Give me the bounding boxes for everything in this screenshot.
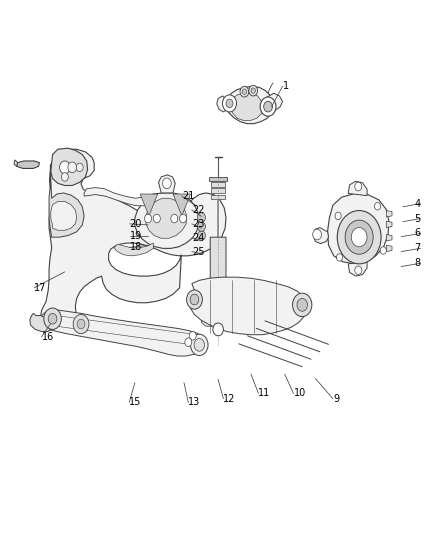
Text: 21: 21 (182, 191, 194, 201)
Circle shape (61, 173, 68, 181)
Circle shape (260, 97, 276, 116)
Circle shape (198, 222, 205, 231)
Circle shape (185, 338, 192, 346)
Circle shape (240, 86, 249, 97)
Polygon shape (39, 310, 205, 356)
Text: 24: 24 (192, 233, 204, 243)
Circle shape (198, 231, 205, 240)
Text: 1: 1 (283, 82, 289, 91)
Polygon shape (328, 193, 389, 264)
Polygon shape (49, 171, 84, 237)
Circle shape (355, 266, 362, 274)
Circle shape (76, 163, 83, 172)
Polygon shape (40, 149, 226, 330)
Circle shape (345, 220, 373, 254)
Polygon shape (173, 194, 191, 216)
Polygon shape (267, 93, 283, 110)
Circle shape (191, 334, 208, 356)
Polygon shape (386, 245, 392, 252)
Circle shape (380, 247, 386, 254)
Text: 8: 8 (414, 259, 420, 268)
Polygon shape (211, 188, 225, 193)
Polygon shape (348, 262, 367, 276)
Circle shape (171, 214, 178, 223)
Polygon shape (386, 211, 392, 217)
Circle shape (44, 308, 61, 329)
Polygon shape (211, 182, 225, 187)
Circle shape (187, 290, 202, 309)
Polygon shape (140, 194, 158, 216)
Polygon shape (209, 177, 227, 181)
Circle shape (335, 212, 341, 220)
Text: 9: 9 (333, 394, 339, 403)
Text: 11: 11 (258, 389, 271, 398)
Circle shape (162, 178, 171, 189)
Circle shape (190, 294, 199, 305)
Polygon shape (17, 161, 39, 168)
Text: 22: 22 (192, 205, 205, 215)
Text: 25: 25 (192, 247, 205, 256)
Polygon shape (230, 93, 263, 120)
Circle shape (198, 213, 205, 222)
Text: 23: 23 (192, 219, 204, 229)
Polygon shape (211, 195, 225, 199)
Polygon shape (386, 221, 392, 228)
Text: 19: 19 (130, 231, 142, 240)
Circle shape (293, 293, 312, 317)
Text: 20: 20 (130, 219, 142, 229)
Circle shape (251, 88, 255, 93)
Text: 16: 16 (42, 332, 54, 342)
Circle shape (189, 332, 196, 340)
Circle shape (223, 95, 237, 112)
Polygon shape (208, 237, 228, 316)
Text: 13: 13 (188, 398, 201, 407)
Circle shape (313, 229, 321, 240)
Circle shape (374, 203, 381, 210)
Circle shape (48, 313, 57, 324)
Circle shape (337, 211, 381, 264)
Circle shape (180, 214, 187, 223)
Circle shape (249, 85, 258, 96)
Polygon shape (386, 235, 392, 241)
Circle shape (213, 323, 223, 336)
Circle shape (77, 319, 85, 329)
Text: 17: 17 (34, 283, 46, 293)
Circle shape (153, 214, 160, 223)
Polygon shape (348, 181, 367, 196)
Polygon shape (14, 160, 18, 166)
Polygon shape (159, 175, 175, 193)
Text: 6: 6 (414, 229, 420, 238)
Polygon shape (190, 277, 307, 335)
Polygon shape (217, 96, 228, 112)
Circle shape (297, 298, 307, 311)
Circle shape (194, 338, 205, 351)
Text: 4: 4 (414, 199, 420, 208)
Circle shape (264, 101, 272, 112)
Polygon shape (226, 86, 273, 124)
Text: 15: 15 (129, 398, 141, 407)
Circle shape (336, 254, 343, 261)
Circle shape (60, 161, 70, 174)
Text: 7: 7 (414, 244, 420, 253)
Circle shape (73, 314, 89, 334)
Polygon shape (313, 228, 328, 244)
Polygon shape (201, 317, 235, 326)
Circle shape (242, 89, 247, 94)
Polygon shape (146, 198, 187, 238)
Polygon shape (84, 188, 153, 206)
Circle shape (68, 162, 77, 173)
Circle shape (226, 99, 233, 108)
Text: 12: 12 (223, 394, 236, 403)
Text: 18: 18 (130, 243, 142, 252)
Polygon shape (30, 313, 52, 332)
Circle shape (145, 214, 152, 223)
Circle shape (351, 228, 367, 247)
Polygon shape (114, 243, 153, 256)
Text: 10: 10 (293, 389, 306, 398)
Polygon shape (51, 201, 77, 230)
Circle shape (355, 182, 362, 191)
Text: 5: 5 (414, 214, 420, 223)
Polygon shape (135, 193, 199, 248)
Polygon shape (51, 148, 88, 185)
